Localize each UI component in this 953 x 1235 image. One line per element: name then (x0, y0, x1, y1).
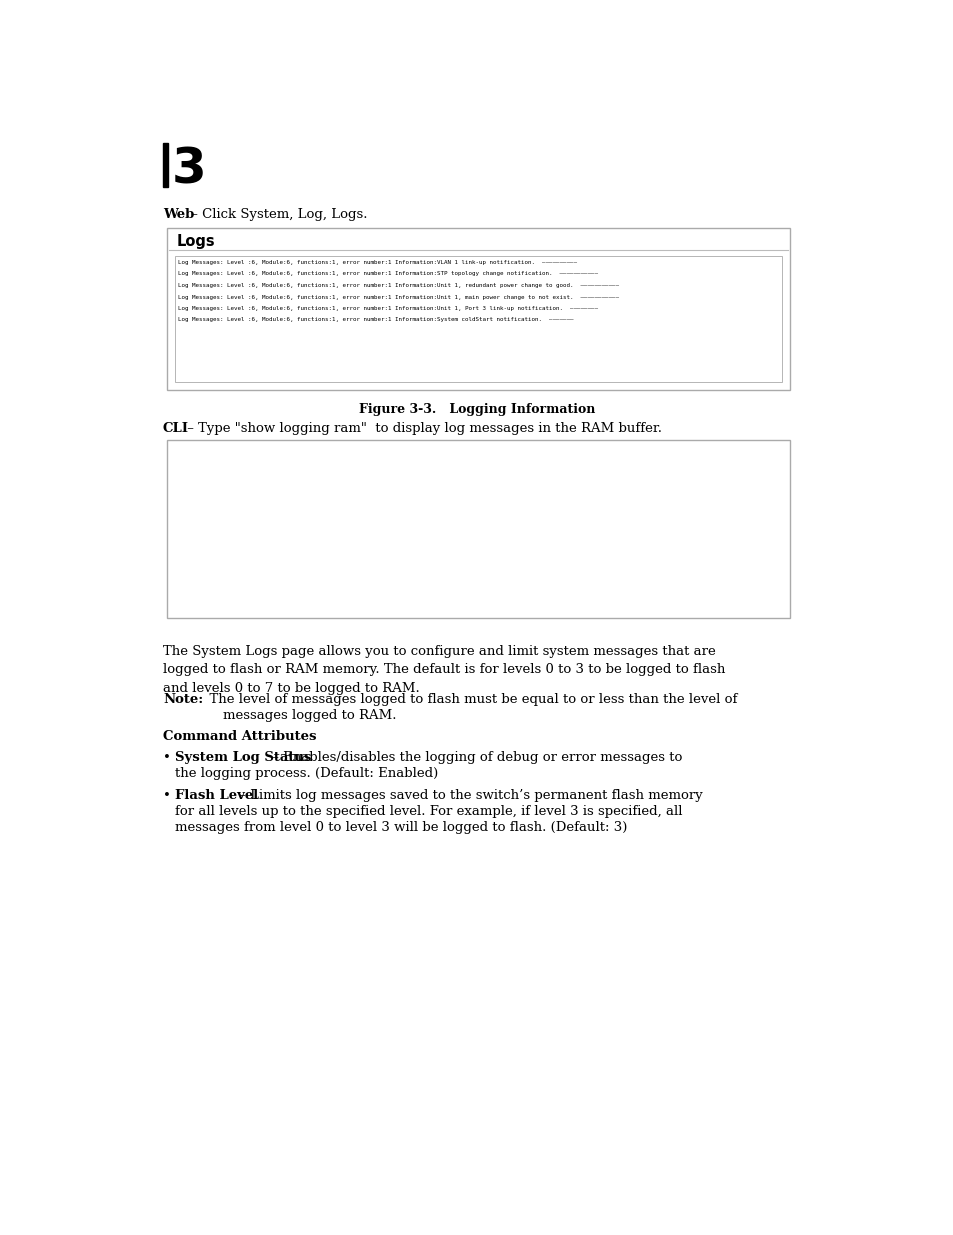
Text: – Type "show logging ram"  to display log messages in the RAM buffer.: – Type "show logging ram" to display log… (183, 422, 661, 435)
Text: Logs: Logs (177, 233, 215, 249)
Text: Log Messages: Level :6, Module:6, functions:1, error number:1 Information:System: Log Messages: Level :6, Module:6, functi… (178, 317, 573, 322)
Text: The level of messages logged to flash must be equal to or less than the level of: The level of messages logged to flash mu… (201, 693, 737, 706)
Text: System Log Status: System Log Status (174, 751, 311, 764)
Text: •: • (163, 751, 171, 764)
Text: Log Messages: Level :6, Module:6, functions:1, error number:1 Information:VLAN 1: Log Messages: Level :6, Module:6, functi… (178, 261, 577, 266)
Text: Note:: Note: (163, 693, 203, 706)
Text: – Enables/disables the logging of debug or error messages to: – Enables/disables the logging of debug … (268, 751, 681, 764)
Text: for all levels up to the specified level. For example, if level 3 is specified, : for all levels up to the specified level… (174, 805, 681, 818)
Bar (167, 440, 789, 618)
Text: Flash Level: Flash Level (174, 789, 258, 802)
Bar (163, 143, 168, 186)
Text: messages from level 0 to level 3 will be logged to flash. (Default: 3): messages from level 0 to level 3 will be… (174, 821, 627, 834)
Text: Figure 3-3.   Logging Information: Figure 3-3. Logging Information (358, 403, 595, 416)
Text: The System Logs page allows you to configure and limit system messages that are
: The System Logs page allows you to confi… (163, 645, 724, 695)
Text: Web: Web (163, 207, 194, 221)
Text: 3: 3 (172, 144, 207, 193)
Text: Log Messages: Level :6, Module:6, functions:1, error number:1 Information:Unit 1: Log Messages: Level :6, Module:6, functi… (178, 306, 598, 311)
Text: •: • (163, 789, 171, 802)
Text: Log Messages: Level :6, Module:6, functions:1, error number:1 Information:Unit 1: Log Messages: Level :6, Module:6, functi… (178, 294, 618, 300)
Text: Command Attributes: Command Attributes (163, 730, 316, 743)
Bar (167, 228, 789, 390)
Bar (174, 256, 781, 382)
Text: – Click System, Log, Logs.: – Click System, Log, Logs. (187, 207, 367, 221)
Text: the logging process. (Default: Enabled): the logging process. (Default: Enabled) (174, 767, 437, 781)
Text: Log Messages: Level :6, Module:6, functions:1, error number:1 Information:STP to: Log Messages: Level :6, Module:6, functi… (178, 272, 598, 277)
Text: Log Messages: Level :6, Module:6, functions:1, error number:1 Information:Unit 1: Log Messages: Level :6, Module:6, functi… (178, 283, 618, 288)
Text: messages logged to RAM.: messages logged to RAM. (223, 709, 396, 722)
Text: – Limits log messages saved to the switch’s permanent flash memory: – Limits log messages saved to the switc… (234, 789, 702, 802)
Text: CLI: CLI (163, 422, 189, 435)
